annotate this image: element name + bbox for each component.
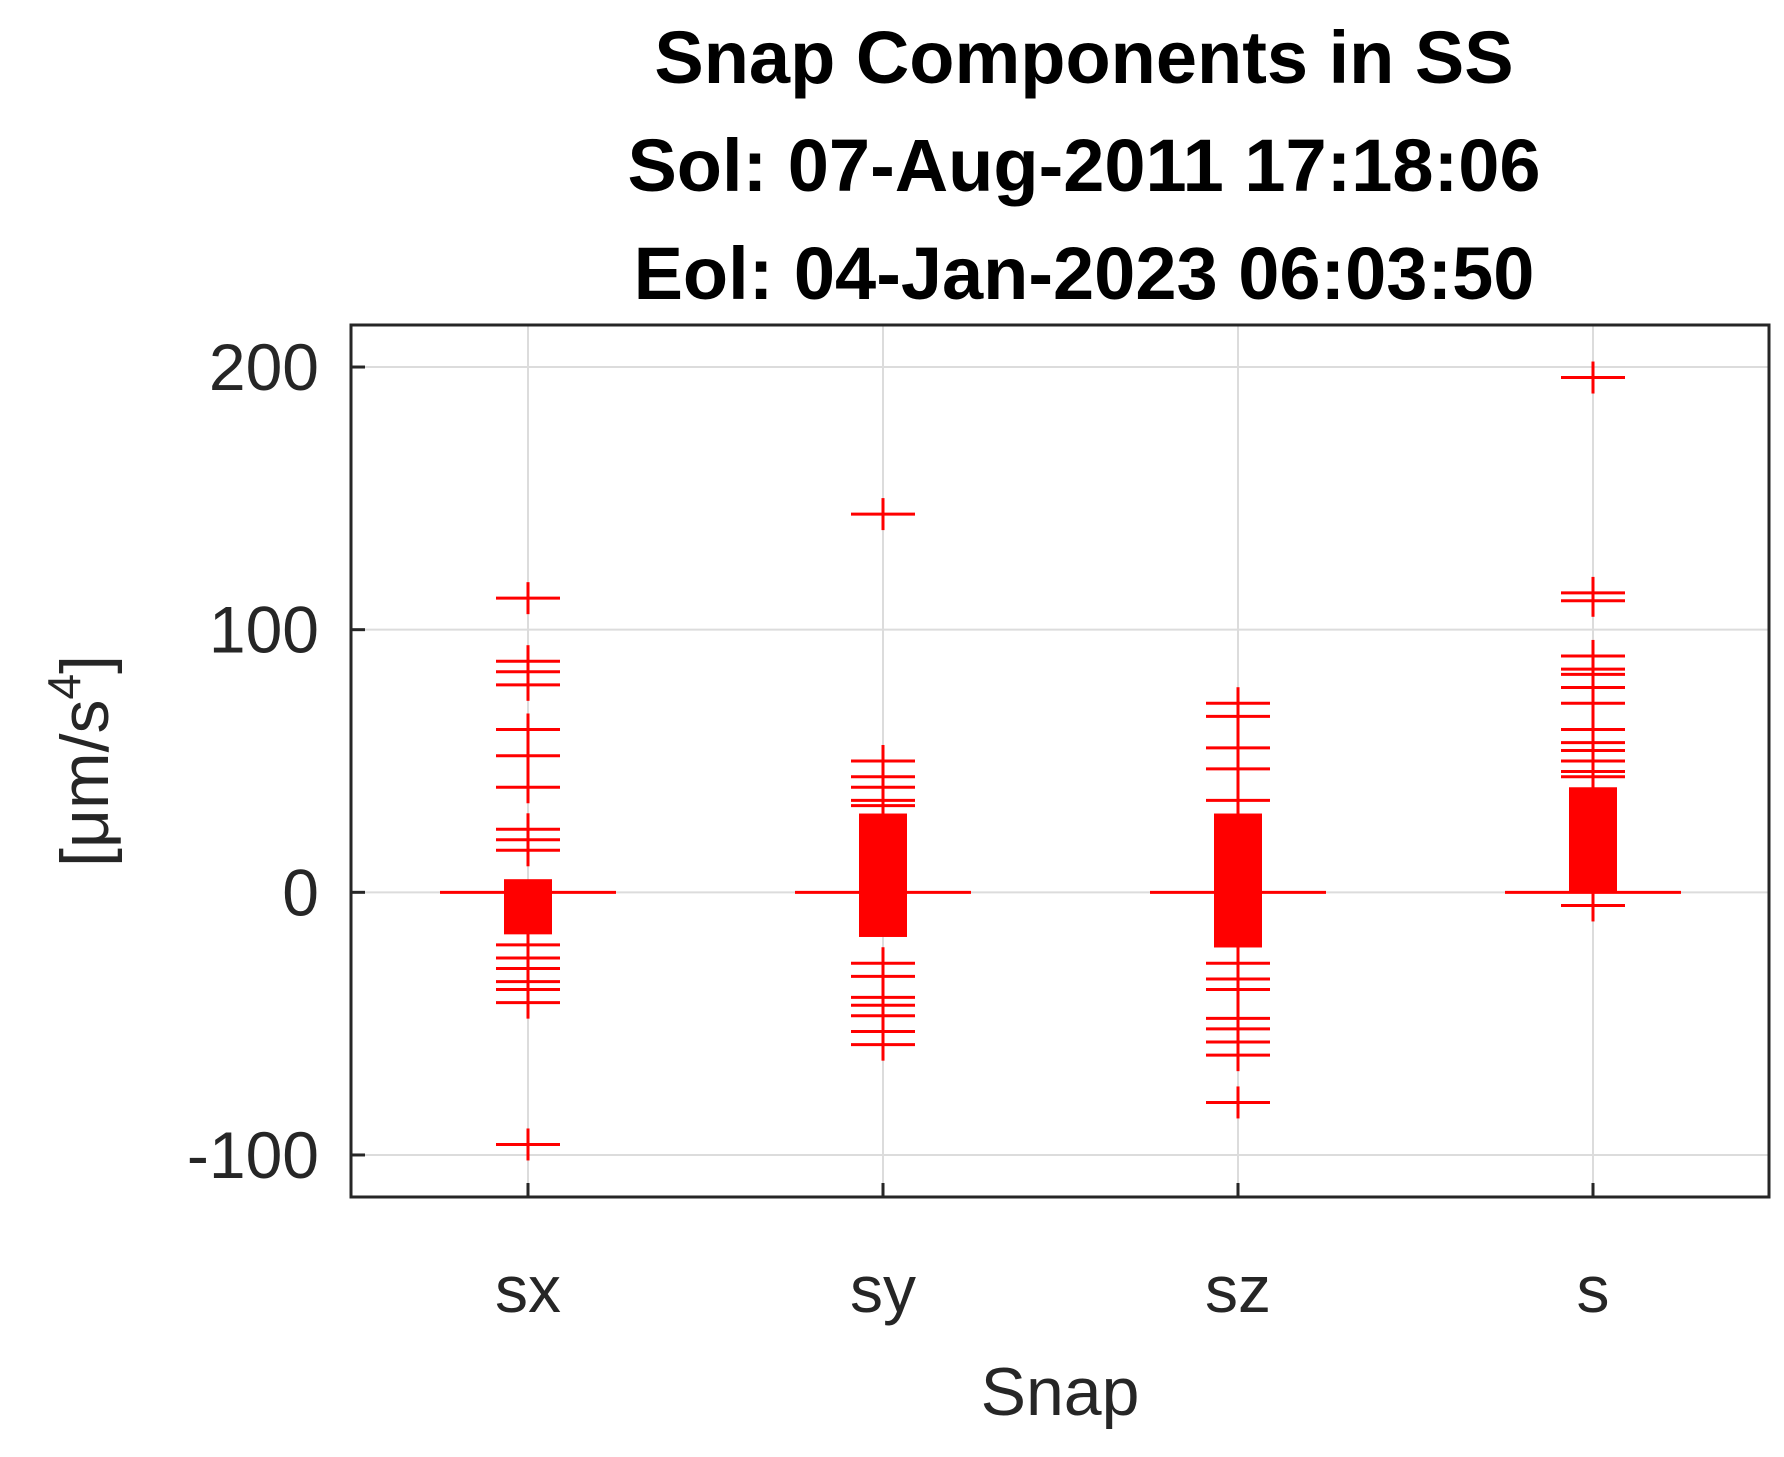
outlier-point-s-13 [1561,760,1625,793]
outlier-point-s-0 [1561,361,1625,394]
outlier-point-s-14 [1561,889,1625,922]
x-tick-label-sx: sx [495,1252,561,1326]
x-tick-label-s: s [1577,1252,1610,1326]
title-line-2: Sol: 07-Aug-2011 17:18:06 [627,124,1540,207]
outlier-point-sx-9 [496,834,560,867]
series-sz [1150,687,1326,1119]
y-axis-label: [μm/s4] [38,655,123,867]
outlier-point-sx-15 [496,986,560,1019]
outlier-point-sz-7 [1206,973,1270,1006]
dense-cluster-sz [1214,813,1262,948]
series-sx [440,582,616,1161]
y-tick-label--100: -100 [187,1118,319,1192]
outlier-point-sy-0 [851,498,915,531]
y-tick-label-0: 0 [282,855,319,929]
x-axis-ticks: sx sy sz s [495,1183,1610,1326]
y-axis-label-main: [μm/s [47,699,123,867]
x-axis-label: Snap [981,1354,1140,1430]
data-marks [440,361,1681,1161]
outlier-point-sz-4 [1206,784,1270,817]
x-tick-label-sz: sz [1205,1252,1271,1326]
plot-area-frame [349,323,1771,1199]
y-tick-label-100: 100 [209,593,319,667]
outlier-point-sz-12 [1206,1086,1270,1119]
y-axis-label-close: ] [47,655,123,674]
outlier-point-sx-6 [496,771,560,804]
outlier-point-sx-16 [496,1128,560,1161]
outlier-point-sz-3 [1206,752,1270,785]
outlier-point-sx-3 [496,668,560,701]
grid-lines [351,325,1769,1197]
outlier-point-sz-11 [1206,1039,1270,1072]
dense-cluster-sx [504,879,552,935]
x-tick-label-sy: sy [850,1252,916,1326]
outlier-point-sy-5 [851,789,915,822]
outlier-point-sy-12 [851,1028,915,1061]
y-axis-ticks: -100 0 100 200 [187,330,365,1192]
outlier-point-sz-1 [1206,700,1270,733]
dense-cluster-s [1569,787,1617,893]
series-sy [795,498,971,1061]
chart-title: Snap Components in SS Sol: 07-Aug-2011 1… [627,16,1540,315]
outlier-point-sx-0 [496,582,560,615]
outlier-point-s-2 [1561,584,1625,617]
dense-cluster-sy [859,813,907,937]
y-axis-label-superscript: 4 [38,674,90,700]
title-line-1: Snap Components in SS [654,16,1513,99]
y-tick-label-200: 200 [209,330,319,404]
series-s [1505,361,1681,922]
outlier-point-sx-5 [496,739,560,772]
title-line-3: Eol: 04-Jan-2023 06:03:50 [634,232,1535,315]
